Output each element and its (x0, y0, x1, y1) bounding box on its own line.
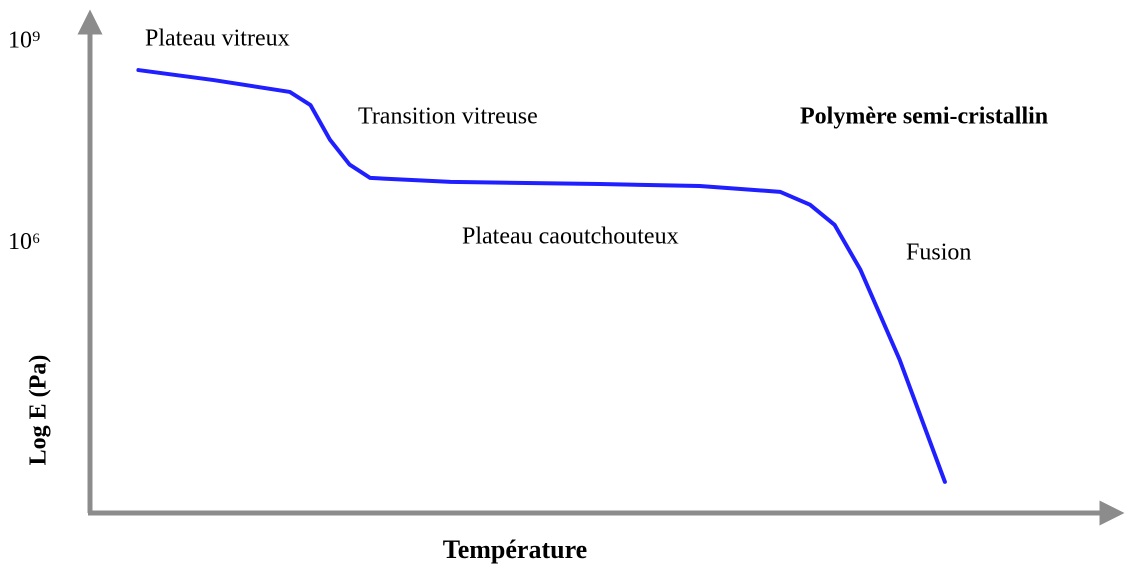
annotation: Plateau caoutchouteux (462, 224, 679, 250)
annotation: Plateau vitreux (145, 26, 290, 52)
y-tick-label: 10⁹ (8, 27, 40, 53)
annotation: Transition vitreuse (358, 104, 538, 130)
curve (136, 68, 947, 484)
annotation: Fusion (906, 240, 971, 266)
chart-title: Polymère semi-cristallin (800, 104, 1048, 130)
y-axis-label: Log E (Pa) (26, 355, 52, 466)
x-axis-label: Température (443, 535, 587, 564)
y-tick-label: 10⁶ (8, 229, 40, 255)
